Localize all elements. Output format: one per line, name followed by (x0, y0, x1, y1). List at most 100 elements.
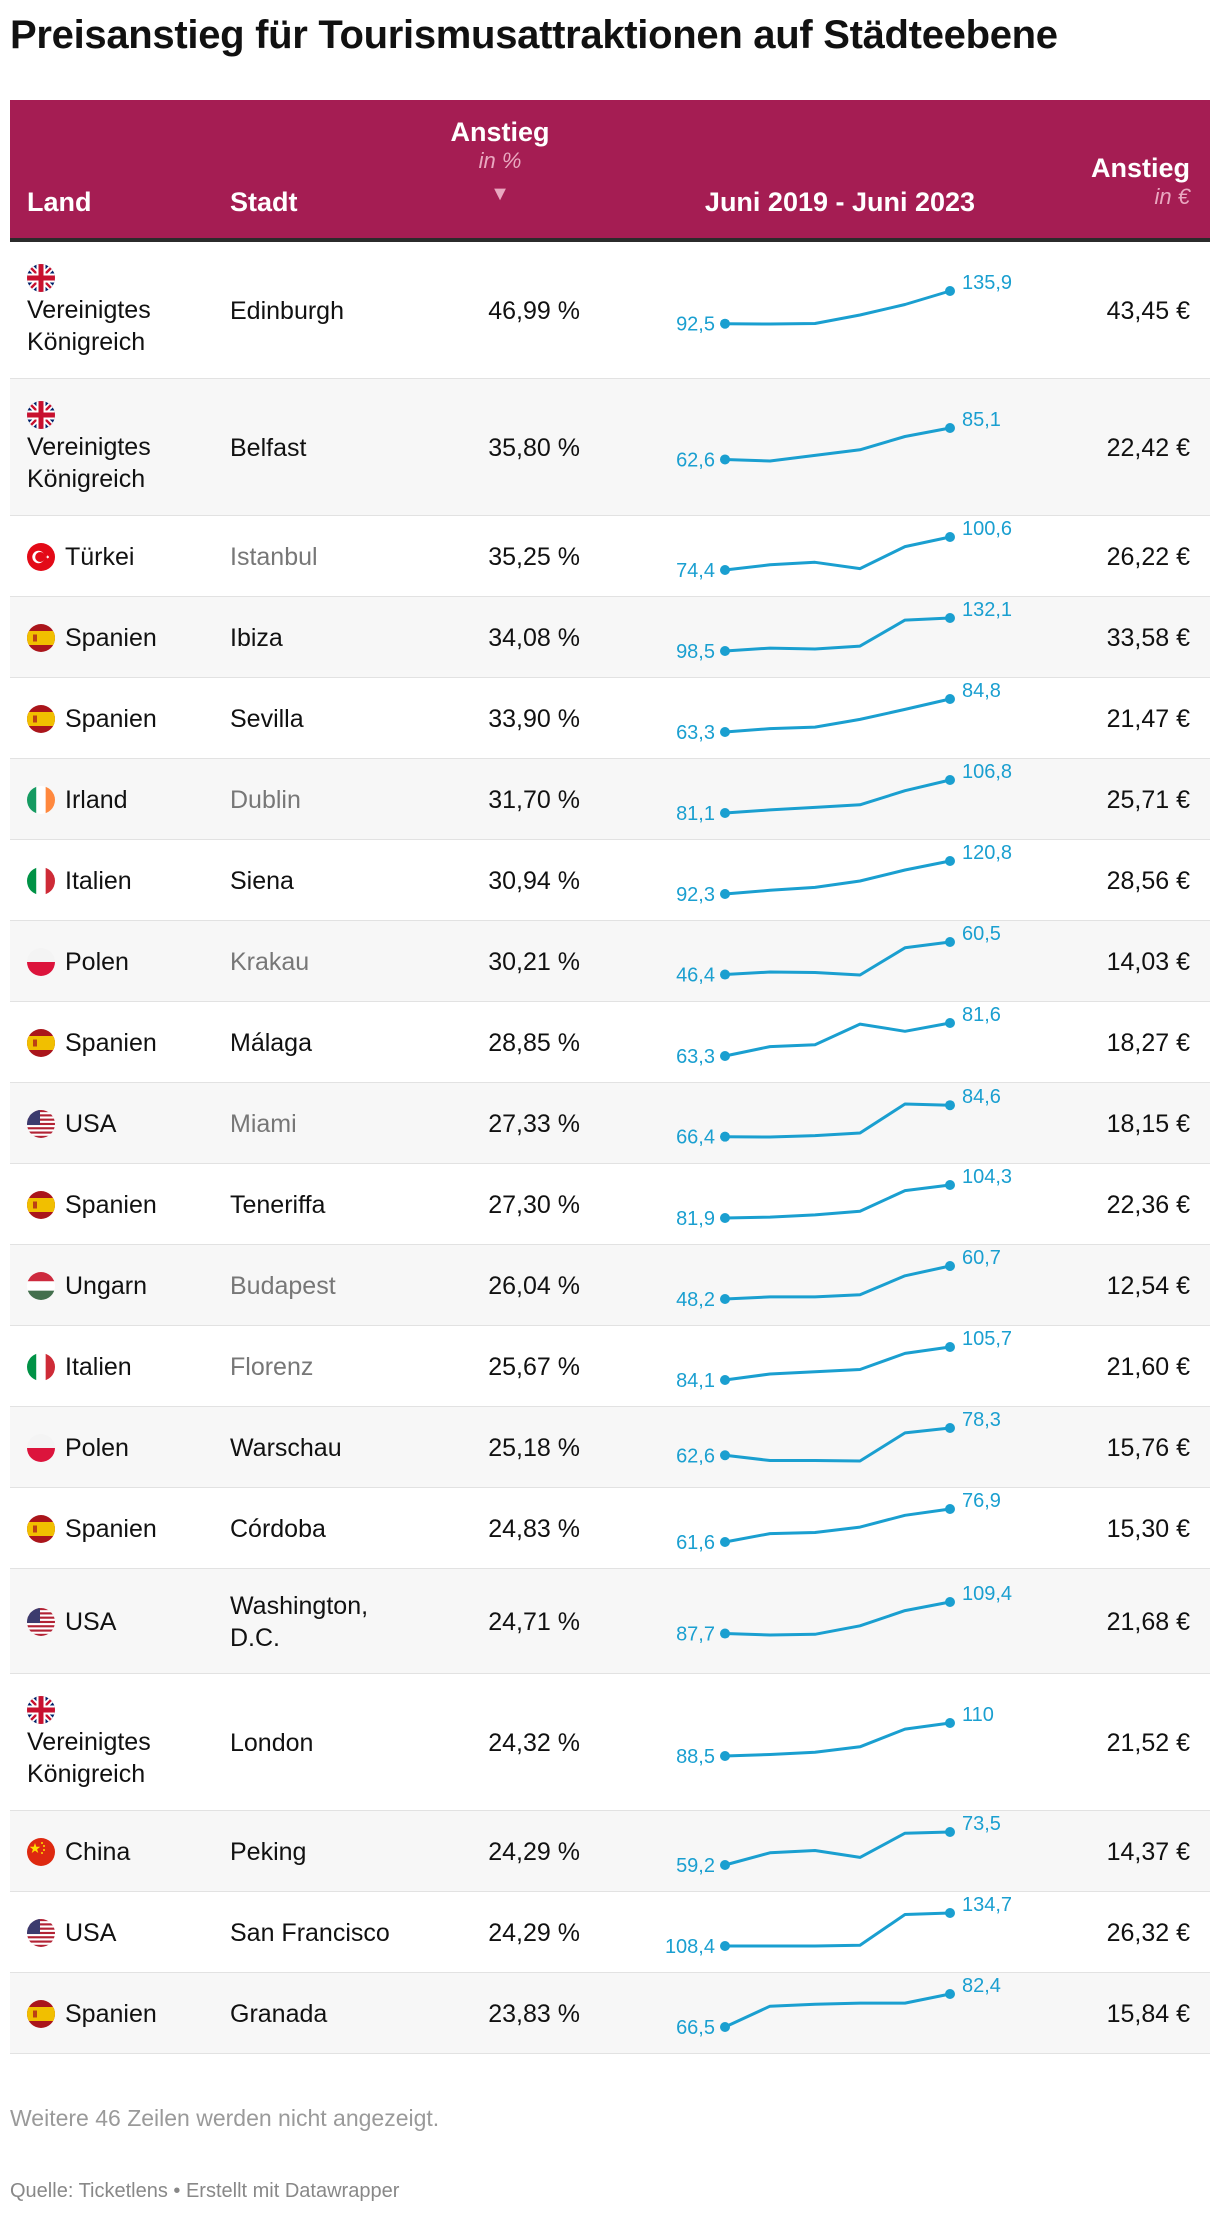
header-timeframe[interactable]: Juni 2019 - Juni 2023 (704, 187, 976, 217)
country-cell: Spanien (27, 1998, 157, 2030)
pct-value: 24,29 % (488, 1837, 580, 1866)
eur-value: 26,32 € (1106, 1918, 1190, 1947)
sparkline-end-point (945, 612, 955, 623)
eur-value: 21,60 € (1106, 1352, 1190, 1381)
sparkline-end-label: 105,7 (962, 1328, 1012, 1350)
sparkline: 66,5 82,4 (630, 1969, 1050, 2051)
sparkline-path (724, 1830, 951, 1866)
sparkline-end-label: 106,8 (962, 761, 1012, 783)
sparkline-start-label: 74,4 (676, 560, 715, 582)
country-cell: Spanien (27, 622, 157, 654)
sparkline: 63,3 84,8 (630, 674, 1050, 756)
sparkline-path (724, 616, 951, 652)
pct-value: 28,85 % (488, 1028, 580, 1057)
table-row: Spanien Teneriffa 27,30 % 81,9 104,3 22,36 € (10, 1164, 1210, 1245)
eur-value: 28,56 € (1106, 866, 1190, 895)
sparkline: 61,6 76,9 (630, 1484, 1050, 1566)
country-name: USA (65, 1109, 117, 1138)
flag-pl-icon (27, 1433, 55, 1462)
sparkline-end-point (945, 1826, 955, 1837)
country-name: Spanien (65, 1028, 157, 1057)
eur-value: 25,71 € (1106, 785, 1190, 814)
sparkline-start-label: 62,6 (676, 449, 715, 471)
header-anstieg-eur[interactable]: Anstieg in € (1030, 152, 1190, 210)
flag-es-icon (27, 1514, 55, 1543)
sparkline-start-label: 62,6 (676, 1445, 715, 1467)
eur-value: 12,54 € (1106, 1271, 1190, 1300)
sparkline-end-label: 82,4 (962, 1975, 1001, 1997)
sparkline-svg: 88,5 110 (676, 1704, 994, 1768)
city-name[interactable]: Florenz (230, 1352, 314, 1381)
flag-tr-icon (27, 542, 55, 571)
country-name: Türkei (65, 542, 135, 571)
sparkline: 108,4 134,7 (630, 1888, 1050, 1970)
eur-value: 21,68 € (1106, 1607, 1190, 1636)
eur-value: 18,15 € (1106, 1109, 1190, 1138)
pct-value: 24,32 % (488, 1728, 580, 1757)
header-land[interactable]: Land (27, 187, 92, 217)
sparkline: 62,6 78,3 (630, 1403, 1050, 1485)
sparkline-path (724, 1021, 951, 1057)
city-name[interactable]: Krakau (230, 947, 310, 976)
flag-ie-icon (27, 785, 55, 814)
sparkline-end-label: 109,4 (962, 1583, 1012, 1605)
sparkline-svg: 98,5 132,1 (676, 599, 1012, 663)
sparkline-start-label: 66,5 (676, 2017, 715, 2039)
table-row: Italien Florenz 25,67 % 84,1 105,7 21,60 € (10, 1326, 1210, 1407)
country-name: Ungarn (65, 1271, 147, 1300)
table-row: Spanien Granada 23,83 % 66,5 82,4 15,84 € (10, 1973, 1210, 2054)
sparkline-start-label: 92,5 (676, 313, 715, 335)
sparkline-end-label: 81,6 (962, 1004, 1001, 1026)
sparkline-start-point (720, 1050, 730, 1061)
sparkline-start-point (720, 1940, 730, 1951)
country-name: Vereinigtes Königreich (27, 1728, 151, 1788)
sparkline: 92,3 120,8 (630, 836, 1050, 918)
eur-value: 22,42 € (1106, 433, 1190, 462)
country-cell: Spanien (27, 703, 157, 735)
sparkline-end-label: 78,3 (962, 1409, 1001, 1431)
sparkline-start-point (720, 1374, 730, 1385)
country-cell: Türkei (27, 541, 134, 573)
header-anstieg-pct[interactable]: Anstieg in % ▼ (420, 116, 580, 206)
sparkline-end-point (945, 1717, 955, 1728)
city-name: Córdoba (230, 1514, 326, 1543)
eur-value: 14,37 € (1106, 1837, 1190, 1866)
city-name[interactable]: Budapest (230, 1271, 336, 1300)
sparkline-path (725, 1911, 951, 1947)
table-row: Irland Dublin 31,70 % 81,1 106,8 25,71 € (10, 759, 1210, 840)
sparkline-path (724, 1183, 951, 1219)
city-name[interactable]: Istanbul (230, 542, 318, 571)
sparkline-start-point (720, 645, 730, 656)
sparkline-end-label: 60,7 (962, 1247, 1001, 1269)
city-name[interactable]: Dublin (230, 785, 301, 814)
sparkline-end-point (945, 1260, 955, 1271)
country-cell: Spanien (27, 1027, 157, 1059)
sort-arrow-icon[interactable]: ▼ (490, 183, 510, 205)
city-name[interactable]: Miami (230, 1109, 297, 1138)
sparkline-end-label: 60,5 (962, 923, 1001, 945)
country-cell: USA (27, 1917, 116, 1949)
sparkline-end-label: 84,8 (962, 680, 1001, 702)
country-cell: Italien (27, 1351, 132, 1383)
sparkline-start-label: 66,4 (676, 1126, 715, 1148)
table-row: Spanien Ibiza 34,08 % 98,5 132,1 33,58 € (10, 597, 1210, 678)
flag-us-icon (27, 1607, 55, 1636)
eur-value: 21,47 € (1106, 704, 1190, 733)
sparkline-end-label: 100,6 (962, 518, 1012, 540)
sparkline-start-label: 81,1 (676, 803, 715, 825)
table-row: Polen Krakau 30,21 % 46,4 60,5 14,03 € (10, 921, 1210, 1002)
sparkline-start-label: 63,3 (676, 1046, 715, 1068)
sparkline-path (724, 697, 951, 733)
eur-value: 15,84 € (1106, 1999, 1190, 2028)
flag-es-icon (27, 1028, 55, 1057)
table-row: USA San Francisco 24,29 % 108,4 134,7 26,32 € (10, 1892, 1210, 1973)
flag-it-icon (27, 866, 55, 895)
pct-value: 35,25 % (488, 542, 580, 571)
header-stadt[interactable]: Stadt (230, 187, 298, 217)
page-title: Preisanstieg für Tourismusattraktionen a… (10, 13, 1058, 57)
sparkline-end-point (945, 1099, 955, 1110)
country-cell: Irland (27, 784, 128, 816)
sparkline-end-label: 76,9 (962, 1490, 1001, 1512)
sparkline-path (724, 1507, 951, 1543)
country-name: Polen (65, 1433, 129, 1462)
